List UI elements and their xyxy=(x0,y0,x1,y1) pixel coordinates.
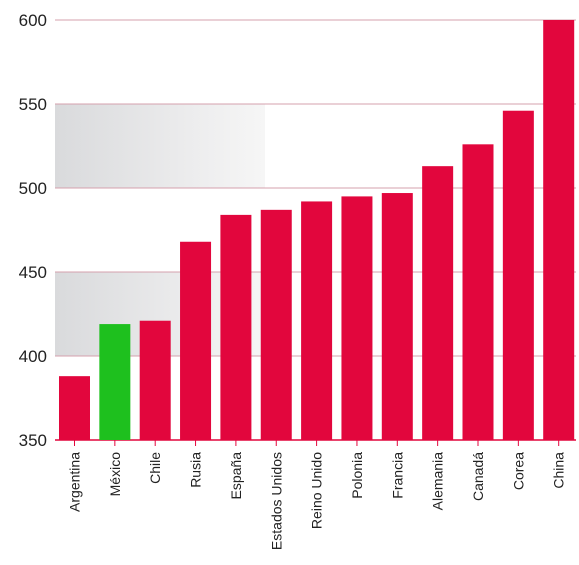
bar-9 xyxy=(422,166,454,440)
y-tick-label-600: 600 xyxy=(19,11,47,30)
x-tick-label-7: Polonia xyxy=(349,452,365,499)
x-tick-label-0: Argentina xyxy=(67,452,83,512)
x-tick-label-6: Reino Unido xyxy=(309,452,325,529)
y-axis-ticks: 350 400 450 500 550 600 xyxy=(19,11,47,450)
x-tick-label-11: Corea xyxy=(510,452,526,490)
x-axis-labels: Argentina México Chile Rusia España Estados U… xyxy=(67,440,567,550)
y-tick-label-550: 550 xyxy=(19,95,47,114)
bar-3 xyxy=(180,241,212,440)
x-tick-label-8: Francia xyxy=(389,452,405,499)
x-tick-label-1: México xyxy=(107,452,123,497)
x-tick-label-10: Canadá xyxy=(470,452,486,501)
bar-8 xyxy=(381,193,413,440)
y-tick-label-350: 350 xyxy=(19,431,47,450)
bar-5 xyxy=(260,209,292,440)
x-tick-label-9: Alemania xyxy=(430,452,446,511)
bar-2 xyxy=(139,320,171,440)
bar-4 xyxy=(220,214,252,440)
bar-1 xyxy=(99,324,131,440)
bar-6 xyxy=(301,201,333,440)
x-tick-label-4: España xyxy=(228,452,244,500)
bar-0 xyxy=(59,376,90,440)
y-tick-label-500: 500 xyxy=(19,179,47,198)
x-tick-label-2: Chile xyxy=(147,452,163,484)
bar-7 xyxy=(341,196,373,440)
bars-layer xyxy=(59,20,575,440)
x-tick-label-12: China xyxy=(551,452,567,489)
y-tick-label-400: 400 xyxy=(19,347,47,366)
shaded-band-1 xyxy=(55,104,265,188)
bar-12 xyxy=(543,20,575,440)
y-tick-label-450: 450 xyxy=(19,263,47,282)
bar-10 xyxy=(462,144,494,440)
x-tick-label-3: Rusia xyxy=(188,452,204,488)
bar-11 xyxy=(502,110,534,440)
x-tick-label-5: Estados Unidos xyxy=(268,452,284,550)
